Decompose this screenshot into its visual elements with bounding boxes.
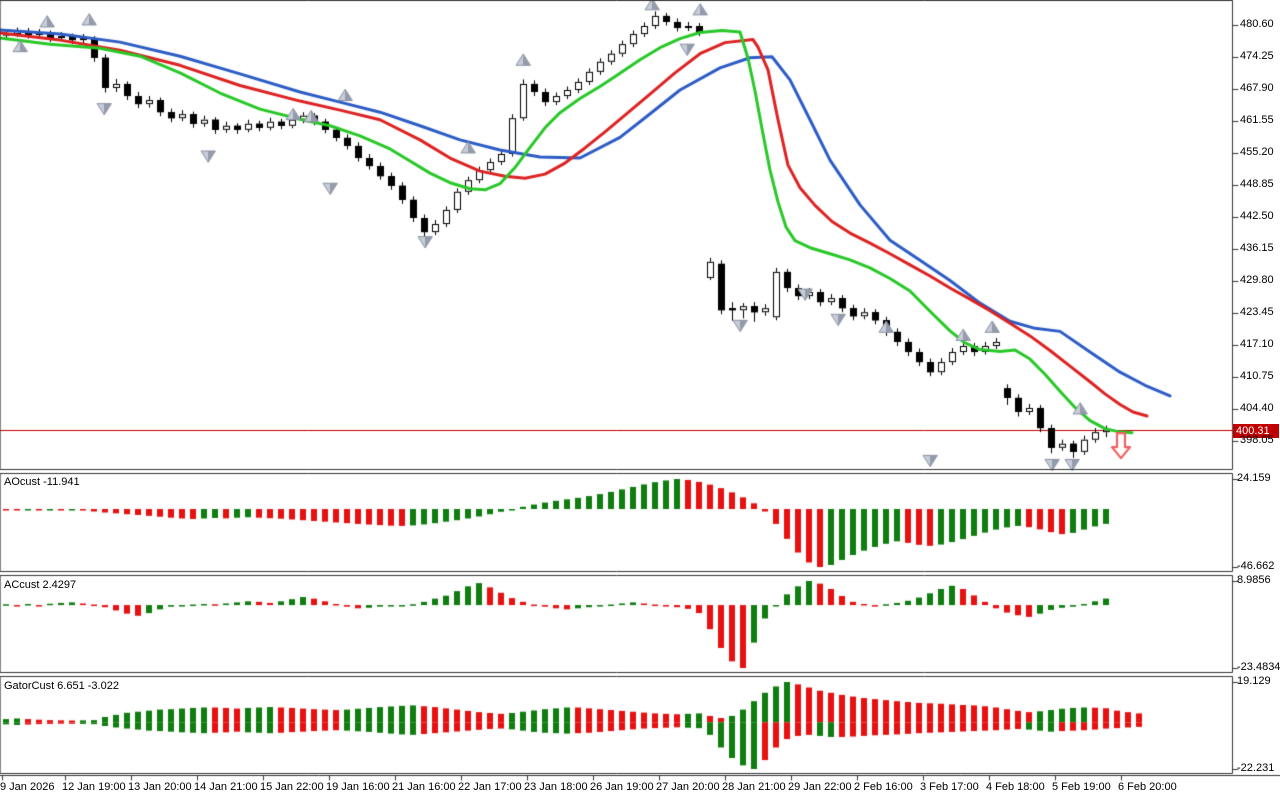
price-axis-label: 398.05 (1240, 433, 1274, 446)
indicator-scale-label: 19.129 (1237, 675, 1271, 687)
price-axis-label: 436.15 (1240, 241, 1274, 254)
pane-separator[interactable] (0, 672, 1280, 676)
price-axis-label: 480.60 (1240, 17, 1274, 30)
time-axis-label: 12 Jan 19:00 (62, 781, 126, 793)
time-axis-label: 29 Jan 22:00 (788, 781, 852, 793)
time-axis-label: 23 Jan 18:00 (524, 781, 588, 793)
time-axis-label: 3 Feb 17:00 (920, 781, 979, 793)
price-axis-label: 467.90 (1240, 81, 1274, 94)
price-axis-label: 448.85 (1240, 177, 1274, 190)
time-axis-label: 15 Jan 22:00 (260, 781, 324, 793)
indicator-scale-label: -22.231 (1237, 762, 1275, 774)
price-axis-label: 455.20 (1240, 145, 1274, 158)
time-axis-label: 28 Jan 21:00 (722, 781, 786, 793)
price-axis-label: 410.75 (1240, 369, 1274, 382)
indicator-scale-label: -46.662 (1237, 560, 1275, 572)
time-axis-label: 26 Jan 19:00 (590, 781, 654, 793)
price-axis-label: 417.10 (1240, 337, 1274, 350)
price-axis-label: 429.80 (1240, 273, 1274, 286)
price-axis-label: 461.55 (1240, 113, 1274, 126)
price-axis-label: 474.25 (1240, 49, 1274, 62)
time-axis-label: 21 Jan 16:00 (392, 781, 456, 793)
time-axis-label: 5 Feb 19:00 (1052, 781, 1111, 793)
pane-separator[interactable] (0, 469, 1280, 473)
time-axis-label: 13 Jan 20:00 (128, 781, 192, 793)
indicator-title-aocust: AOcust -11.941 (4, 476, 80, 488)
time-axis-label: 22 Jan 17:00 (458, 781, 522, 793)
indicator-title-gatorcust: GatorCust 6.651 -3.022 (4, 680, 119, 692)
current-price-label: 400.31 (1236, 424, 1270, 437)
time-axis-label: 19 Jan 16:00 (326, 781, 390, 793)
pane-separator[interactable] (0, 571, 1280, 575)
time-axis-label: 9 Jan 2026 (0, 781, 55, 793)
time-axis-label: 27 Jan 20:00 (656, 781, 720, 793)
current-price-box: 400.31 (1233, 423, 1279, 438)
indicator-scale-label: 8.9856 (1237, 574, 1271, 586)
time-axis-label: 6 Feb 20:00 (1118, 781, 1177, 793)
indicator-title-accust: ACcust 2.4297 (4, 579, 77, 591)
indicator-scale-label: -23.4834 (1237, 661, 1280, 673)
price-axis-label: 404.40 (1240, 401, 1274, 414)
price-axis-label: 423.45 (1240, 305, 1274, 318)
time-axis-label: 14 Jan 21:00 (194, 781, 258, 793)
time-axis-label: 2 Feb 16:00 (854, 781, 913, 793)
indicator-scale-label: 24.159 (1237, 472, 1271, 484)
price-axis-label: 442.50 (1240, 209, 1274, 222)
time-axis-label: 4 Feb 18:00 (986, 781, 1045, 793)
